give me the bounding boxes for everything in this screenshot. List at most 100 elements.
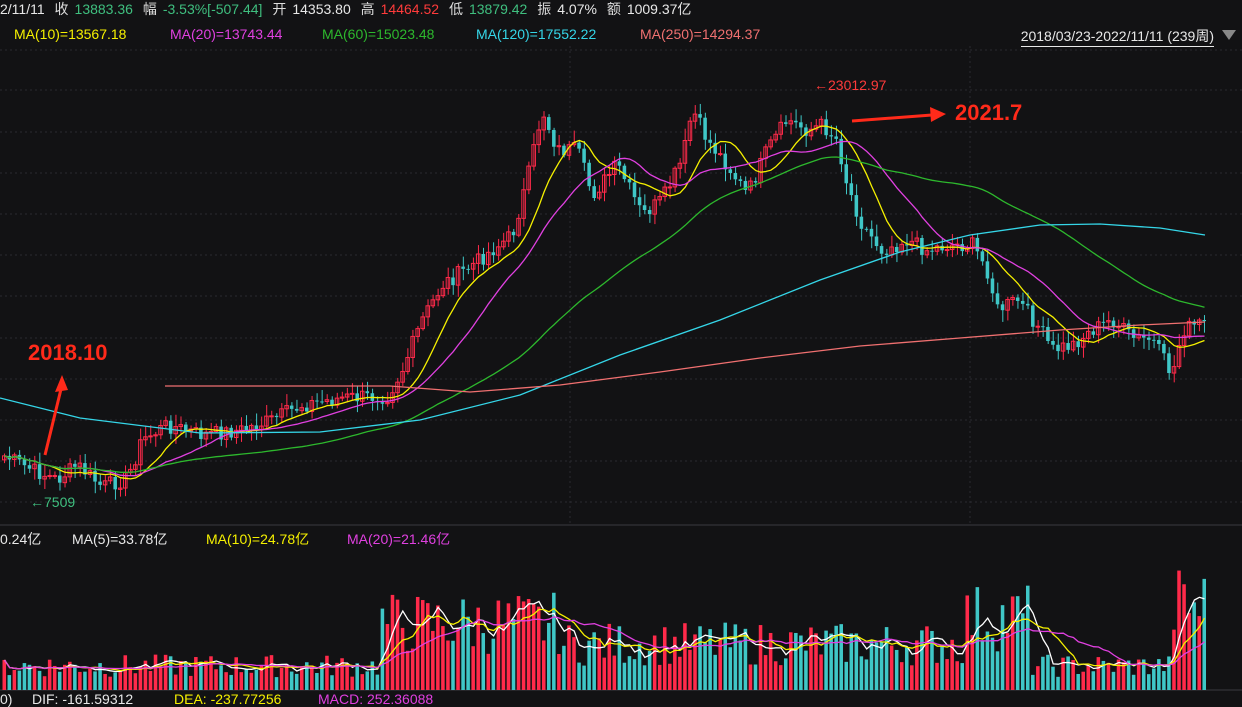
ma10-legend: MA(10)=13567.18	[14, 26, 127, 42]
candle-body	[62, 476, 68, 484]
candle-body	[1176, 344, 1182, 368]
volume-bar	[133, 673, 138, 690]
candle-body	[284, 405, 289, 410]
volume-bar	[143, 660, 148, 690]
volume-bar	[1116, 659, 1121, 690]
volume-bar	[673, 636, 677, 690]
candle-body	[435, 295, 441, 301]
volume-bar	[662, 627, 667, 690]
volume-bar	[511, 618, 516, 690]
candle-body	[1106, 320, 1111, 323]
volume-bar	[733, 624, 738, 690]
date-range-selector[interactable]: 2018/03/23-2022/11/11 (239周)	[1020, 26, 1214, 47]
quote-header: 2/11/11 收 13883.36 幅 -3.53%[-507.44] 开 1435…	[0, 0, 1242, 22]
volume-bar	[915, 640, 919, 690]
volume-bar	[325, 655, 329, 690]
candle-body	[778, 121, 783, 135]
candle-body	[562, 145, 566, 156]
volume-bar	[930, 630, 934, 690]
candle-body	[1126, 323, 1131, 330]
volume-bar	[894, 649, 899, 690]
volume-ma20-line	[3, 616, 1205, 670]
candle-body	[305, 407, 309, 412]
volume-bar	[1197, 616, 1201, 690]
volume-bar	[557, 654, 561, 690]
candle-body	[117, 487, 123, 490]
candle-body	[592, 186, 596, 199]
volume-bar	[471, 646, 475, 690]
candle-body	[22, 459, 27, 466]
candle-body	[980, 251, 985, 262]
volume-bar	[315, 672, 319, 690]
candle-body	[652, 199, 657, 215]
high-price-mark: ←23012.97	[814, 77, 887, 93]
candle-body	[794, 120, 798, 123]
candle-body	[552, 129, 556, 147]
candle-body	[168, 420, 173, 434]
volume-bar	[834, 625, 838, 690]
volume-bar	[108, 676, 112, 690]
volume-bar	[73, 664, 77, 690]
candle-body	[1051, 340, 1055, 345]
volume-bar	[405, 650, 410, 690]
volume-bar	[824, 630, 828, 690]
volume-bar	[683, 623, 687, 690]
volume-bar	[47, 659, 52, 690]
candle-body	[264, 415, 269, 427]
candle-body	[466, 268, 470, 270]
volume-bar	[1086, 665, 1091, 690]
volume-bar	[27, 664, 32, 690]
dropdown-triangle-icon[interactable]	[1222, 30, 1236, 40]
volume-bar	[552, 592, 556, 690]
candle-body	[662, 186, 668, 198]
volume-bar	[809, 627, 813, 690]
volume-bar	[466, 616, 470, 690]
candle-body	[531, 144, 536, 167]
volume-bar	[42, 676, 47, 690]
candle-body	[324, 399, 330, 402]
high-label: 高	[360, 1, 375, 17]
volume-current: 0.24亿	[0, 531, 42, 547]
candle-body	[743, 180, 748, 190]
volume-bar	[163, 654, 168, 690]
volume-bar	[501, 624, 506, 690]
volume-bar	[879, 641, 884, 690]
candle-body	[27, 465, 32, 469]
volume-bar	[214, 669, 218, 690]
candle-body	[708, 139, 712, 143]
candle-body	[944, 249, 950, 252]
volume-bar	[1101, 660, 1106, 690]
candle-body	[470, 262, 476, 270]
volume-bar	[204, 660, 208, 690]
volume-bar	[68, 661, 72, 690]
candle-body	[854, 195, 859, 217]
low-label: 低	[448, 1, 463, 17]
volume-bar	[370, 661, 375, 690]
volume-bar	[612, 655, 617, 690]
volume-bar	[950, 639, 954, 690]
annotation-2018: 2018.10	[28, 340, 108, 365]
volume-bar	[1202, 578, 1206, 690]
volume-bar	[516, 596, 521, 690]
volume-legend: 0.24亿 MA(5)=33.78亿 MA(10)=24.78亿 MA(20)=…	[0, 528, 1242, 548]
volume-bar	[32, 666, 37, 690]
candle-body	[617, 161, 622, 166]
candle-body	[279, 408, 284, 418]
volume-bar	[249, 672, 254, 690]
volume-bar	[294, 673, 299, 690]
volume-bar	[1031, 674, 1035, 690]
volume-bar	[1131, 674, 1136, 690]
candle-body	[1167, 353, 1171, 374]
ma60-legend: MA(60)=15023.48	[322, 26, 435, 42]
candle-body	[349, 392, 355, 395]
candle-body	[940, 245, 944, 251]
volume-bar	[118, 671, 123, 690]
candle-body	[541, 116, 547, 131]
candle-body	[773, 133, 778, 141]
candle-body	[783, 122, 788, 124]
volume-bar	[1091, 671, 1096, 690]
volume-bar	[562, 645, 566, 690]
volume-bar	[219, 665, 223, 690]
volume-bar	[2, 659, 7, 690]
